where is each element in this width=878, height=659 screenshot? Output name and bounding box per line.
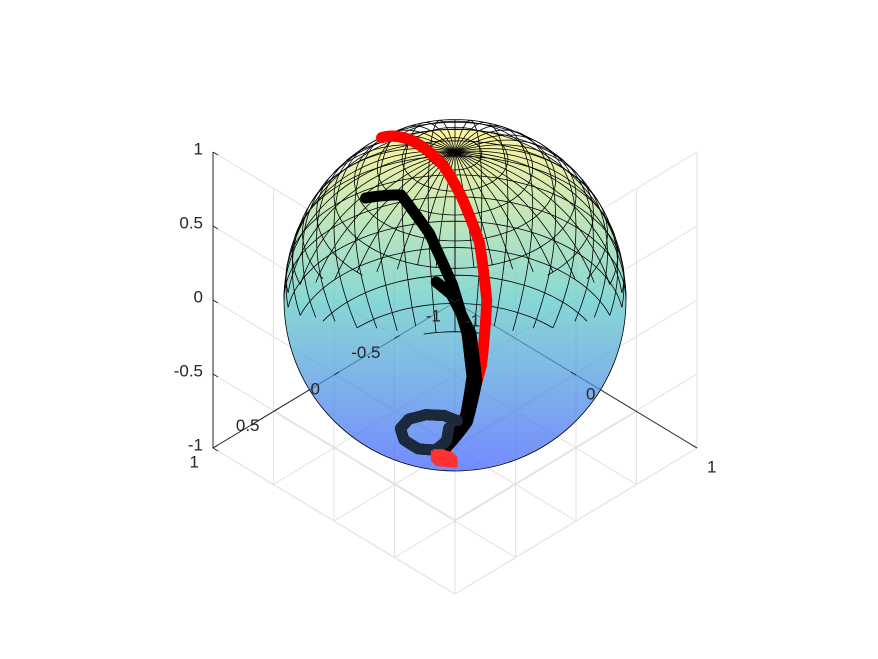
sphere-meridian xyxy=(454,151,514,270)
y-tick-label: -1 xyxy=(426,306,441,325)
sphere-parallel xyxy=(287,220,623,308)
sphere-meridian xyxy=(454,139,594,322)
sphere-meridian xyxy=(454,151,576,279)
y-tick xyxy=(394,335,400,339)
x-tick xyxy=(449,298,456,303)
sphere-parallel xyxy=(316,129,594,276)
y-tick xyxy=(212,444,219,449)
axis-tick-labels: -1-0.500.51-1-0.500.51-101 xyxy=(174,139,717,476)
x-tick xyxy=(570,371,577,376)
series-3 xyxy=(394,409,463,456)
x-tick-label: 1 xyxy=(707,457,716,476)
sphere-meridian xyxy=(454,151,493,265)
sphere-meridian xyxy=(334,151,456,279)
sphere-meridian xyxy=(302,144,456,318)
series-point xyxy=(430,276,442,288)
y-tick-label: 1 xyxy=(190,452,199,471)
sphere-meridian xyxy=(454,144,608,318)
z-tick-label: 0.5 xyxy=(179,213,203,232)
z-tick-label: 0 xyxy=(194,287,203,306)
series-point xyxy=(360,192,372,204)
y-tick-label: -0.5 xyxy=(351,343,380,362)
sphere-parallel xyxy=(401,126,509,192)
sphere-meridian xyxy=(454,121,509,327)
series-point xyxy=(443,422,455,434)
series-4 xyxy=(430,449,458,468)
grid-line-y xyxy=(212,447,456,595)
x-tick-label: 0 xyxy=(586,384,595,403)
sphere-meridian xyxy=(376,125,456,331)
z-tick xyxy=(212,225,219,230)
z-tick-label: -0.5 xyxy=(174,361,203,380)
z-tick-label: -1 xyxy=(188,435,203,454)
axis-ticks xyxy=(212,151,698,452)
z-tick xyxy=(212,447,219,452)
sphere-parallel xyxy=(333,121,577,269)
x-tick-label: -1 xyxy=(465,311,480,330)
sphere-parallel xyxy=(291,155,619,285)
sphere-meridian xyxy=(454,151,534,272)
y-tick-label: 0.5 xyxy=(236,416,260,435)
z-tick xyxy=(212,373,219,378)
sphere-meridian xyxy=(353,129,456,329)
sphere-meridian xyxy=(454,125,534,331)
series-point xyxy=(376,132,388,144)
y-tick-label: 0 xyxy=(311,379,320,398)
z-tick xyxy=(212,151,219,156)
grid-line-x xyxy=(454,447,698,595)
series-point xyxy=(430,450,441,461)
y-tick xyxy=(333,371,340,376)
grid-line-y xyxy=(273,411,516,558)
y-tick xyxy=(454,298,461,303)
z-tick xyxy=(212,299,219,304)
sphere-meridian xyxy=(454,151,595,283)
sphere-parallel xyxy=(322,274,588,322)
y-tick xyxy=(273,408,279,412)
sphere-outline xyxy=(283,128,627,472)
sphere-meridian xyxy=(454,129,557,329)
x-tick xyxy=(691,444,698,449)
series-layer xyxy=(360,130,493,468)
sphere-parallel xyxy=(283,196,627,301)
z-tick-label: 1 xyxy=(194,139,203,158)
sphere-parallel xyxy=(299,247,611,316)
series-2 xyxy=(430,276,483,459)
